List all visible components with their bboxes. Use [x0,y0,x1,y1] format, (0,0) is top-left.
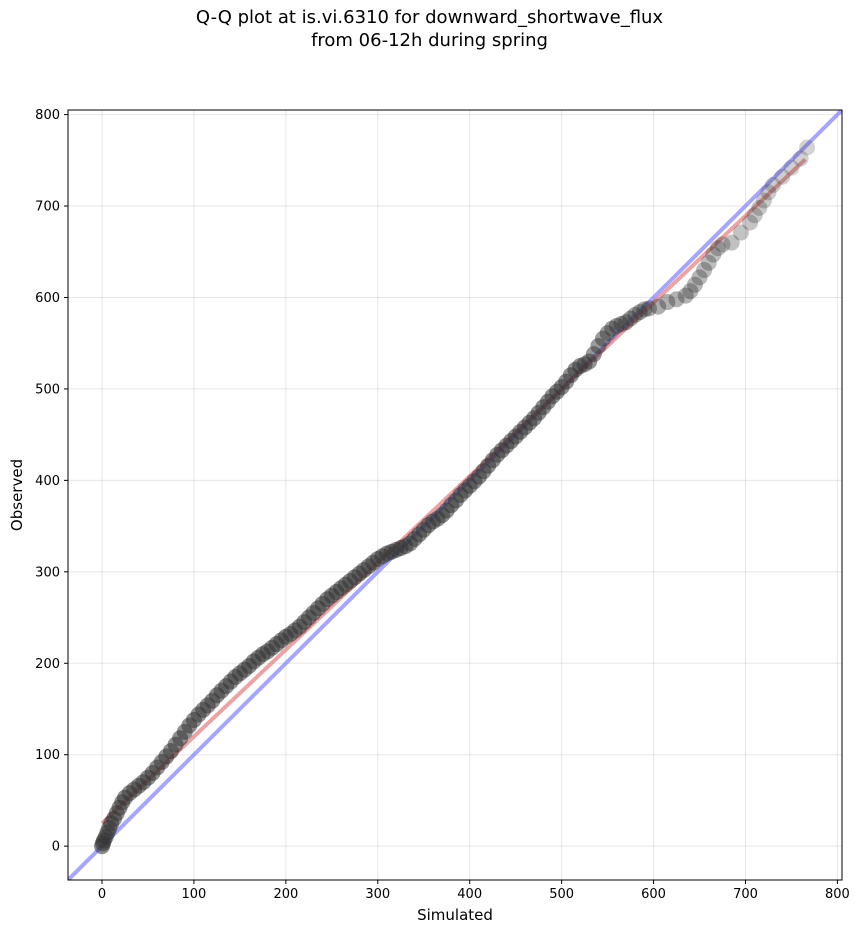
data-point [774,168,791,185]
data-point [590,337,607,354]
data-point [696,262,713,279]
data-point [765,176,782,193]
data-point [650,298,667,315]
data-point [631,304,648,321]
data-point [617,314,634,331]
x-tick-label: 500 [549,887,574,902]
y-tick-label: 500 [35,382,60,397]
plot-frame [67,109,843,881]
plot-area [68,110,842,880]
x-tick-label: 800 [825,887,850,902]
data-point [640,300,657,317]
x-tick-label: 600 [641,887,666,902]
y-tick-label: 200 [35,657,60,672]
data-point [799,139,816,156]
x-axis-label: Simulated [417,906,493,924]
data-point [792,150,809,167]
data-point [686,276,703,293]
data-point [783,159,800,176]
y-tick-label: 600 [35,291,60,306]
data-point [691,269,708,286]
data-point [585,346,602,363]
y-axis-label: Observed [8,459,26,531]
data-point [659,294,676,311]
y-tick-label: 0 [52,840,60,855]
data-point [636,301,653,318]
x-tick-label: 200 [273,887,298,902]
data-point [723,234,740,251]
chart-title: Q-Q plot at is.vi.6310 for downward_shor… [0,6,859,52]
data-point [714,236,731,253]
axis-ticks: 0 100 200 300 400 500 600 700 800 0 100 200 300 400 50… [35,108,850,902]
x-tick-label: 0 [98,887,106,902]
y-tick-label: 400 [35,474,60,489]
data-point [627,306,644,323]
data-point [594,330,611,347]
data-point [668,291,685,308]
data-point [732,224,749,241]
x-tick-label: 700 [733,887,758,902]
data-point [755,192,772,209]
y-tick-label: 700 [35,200,60,215]
data-point [751,199,768,216]
data-point [622,310,639,327]
x-tick-label: 100 [182,887,207,902]
data-point [682,283,699,300]
data-point [760,184,777,201]
data-point [599,325,616,342]
grid-lines [68,110,842,880]
chart-title-line-1: Q-Q plot at is.vi.6310 for downward_shor… [195,7,664,28]
data-point [705,246,722,263]
x-tick-label: 300 [365,887,390,902]
data-point [608,317,625,334]
chart-title-line-2: from 06-12h during spring [311,30,548,51]
data-point [677,287,694,304]
data-point [700,254,717,271]
data-points [94,139,816,855]
data-point [604,320,621,337]
y-tick-label: 800 [35,108,60,123]
x-tick-label: 400 [457,887,482,902]
y-tick-label: 100 [35,748,60,763]
y-tick-label: 300 [35,565,60,580]
data-point [746,207,763,224]
data-point [742,214,759,231]
data-point [613,315,630,332]
data-point [709,240,726,257]
